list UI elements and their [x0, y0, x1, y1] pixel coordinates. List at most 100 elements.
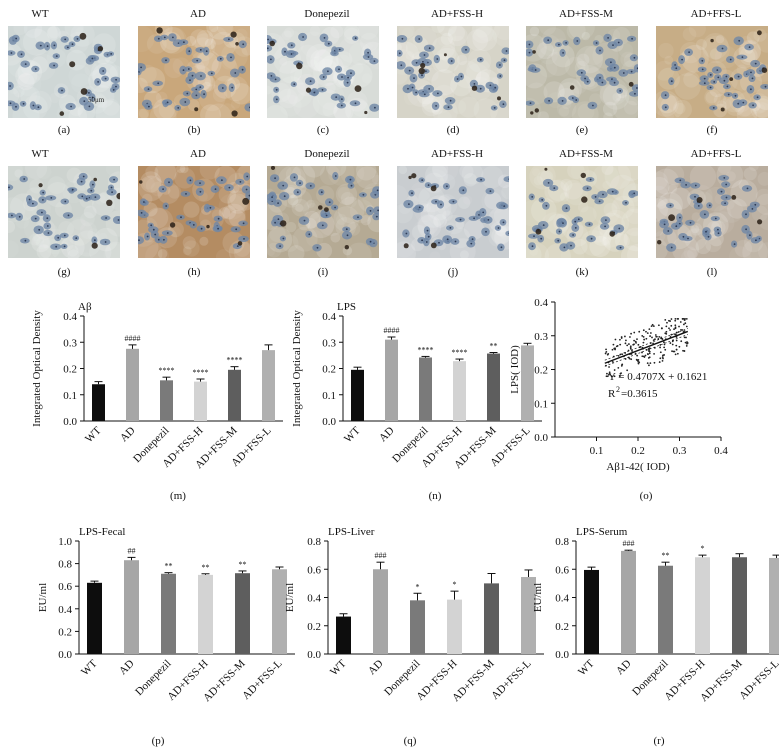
chart-o-ytick-label: 0.0	[534, 432, 548, 444]
chart-p-bar	[198, 574, 213, 654]
chart-o-point	[628, 357, 631, 360]
chart-o-point	[635, 358, 638, 361]
chart-o-point	[659, 357, 662, 360]
chart-o-point	[658, 335, 661, 338]
chart-m-significance: ****	[227, 356, 243, 365]
micrograph-l	[656, 166, 768, 258]
micrograph-k	[526, 166, 638, 258]
chart-o-point	[683, 350, 686, 352]
chart-o-point	[664, 348, 667, 351]
chart-p-bar	[235, 573, 250, 654]
chart-o-point	[685, 336, 687, 339]
chart-n-bar	[453, 361, 466, 421]
chart-o-point	[648, 350, 650, 352]
chart-o-point	[633, 339, 636, 342]
chart-o-point	[682, 323, 685, 326]
chart-n-ytick-label: 0.4	[322, 311, 336, 323]
chart-q-category-label: AD	[366, 658, 386, 678]
chart-o-point	[668, 327, 670, 330]
chart-o-point	[631, 350, 633, 352]
chart-o-point	[636, 338, 638, 341]
panel-j-title: AD+FSS-H	[430, 148, 484, 160]
chart-o-point	[620, 336, 623, 338]
chart-o-point	[672, 350, 675, 353]
chart-r-bar	[695, 557, 710, 654]
chart-r-ytick-label: 0.2	[555, 621, 569, 633]
chart-m-title: Aβ	[78, 301, 92, 313]
chart-o-ci-upper	[604, 328, 688, 361]
chart-o-point	[648, 364, 650, 367]
chart-p-ytick-label: 0.4	[58, 604, 72, 616]
chart-r-bar	[621, 550, 636, 654]
chart-o-point	[652, 339, 655, 342]
chart-n-ytick-label: 0.2	[322, 364, 336, 376]
chart-o-point	[614, 338, 617, 341]
chart-o-point	[629, 345, 632, 348]
chart-o-point	[648, 352, 651, 355]
chart-o-point	[605, 348, 607, 351]
chart-o-point	[661, 356, 664, 359]
chart-o-xtick-label: 0.1	[590, 445, 604, 457]
chart-o-point	[644, 354, 647, 357]
chart-o-point	[665, 332, 668, 335]
chart-p-category-label: AD	[117, 658, 137, 678]
chart-o-xlabel: Aβ1-42( IOD)	[606, 461, 670, 473]
chart-o-point	[671, 343, 674, 346]
chart-o-point	[681, 317, 684, 320]
chart-m-bar	[126, 348, 139, 421]
chart-o-point	[656, 335, 658, 338]
chart-o-point	[628, 343, 630, 345]
chart-o-point	[677, 331, 680, 333]
chart-o-point	[678, 325, 680, 328]
chart-o-point	[659, 346, 661, 349]
chart-o-point	[685, 317, 688, 320]
chart-o-point	[642, 355, 645, 358]
chart-m-ytick-label: 0.1	[63, 390, 77, 402]
chart-r-ytick-label: 0.4	[555, 593, 569, 605]
panel-h-label: (h)	[187, 266, 201, 278]
chart-m-significance: ****	[159, 366, 175, 375]
chart-o-point	[604, 352, 607, 355]
chart-o-point	[649, 332, 652, 334]
chart-o-point	[633, 331, 636, 334]
chart-m-ytick-label: 0.3	[63, 337, 77, 349]
chart-p-bar	[87, 582, 102, 654]
chart-o-point	[630, 358, 633, 361]
chart-o-point	[679, 321, 682, 323]
panel-k-title: AD+FSS-M	[559, 148, 613, 160]
chart-p-significance: **	[165, 562, 173, 571]
chart-o-ylabel: LPS( IOD)	[509, 345, 521, 394]
chart-o-point	[666, 321, 668, 324]
micrograph-g	[8, 166, 120, 258]
chart-m-ylabel: Integrated Optical Density	[31, 310, 43, 427]
chart-o-point	[685, 325, 688, 328]
chart-o-point	[649, 362, 652, 365]
chart-o-point	[680, 328, 682, 331]
chart-o-ytick-label: 0.3	[534, 331, 548, 343]
micrograph-a	[8, 26, 120, 118]
micrograph-f	[656, 26, 768, 118]
panel-b-title: AD	[190, 8, 206, 20]
chart-o-point	[649, 335, 651, 337]
chart-o-point	[686, 342, 688, 345]
chart-o-point	[619, 338, 621, 341]
panel-i-label: (i)	[317, 266, 329, 278]
chart-o-xtick-label: 0.2	[631, 445, 645, 457]
chart-o-point	[661, 354, 664, 357]
micrograph-d	[397, 26, 509, 118]
chart-o-point	[619, 372, 622, 375]
chart-o-point	[630, 332, 632, 335]
chart-o-point	[663, 346, 666, 349]
chart-q-ylabel: EU/ml	[284, 583, 296, 612]
chart-m-ytick-label: 0.0	[63, 416, 77, 428]
chart-o-point	[670, 333, 673, 336]
chart-q-bar	[336, 616, 351, 654]
chart-n-ytick-label: 0.1	[322, 390, 336, 402]
chart-o-r2-value: =0.3615	[621, 388, 658, 400]
chart-o-point	[645, 337, 648, 340]
chart-o-point	[617, 366, 620, 369]
chart-o-point	[605, 350, 608, 353]
chart-m-bar	[160, 380, 173, 421]
chart-m-significance: ####	[125, 334, 141, 343]
